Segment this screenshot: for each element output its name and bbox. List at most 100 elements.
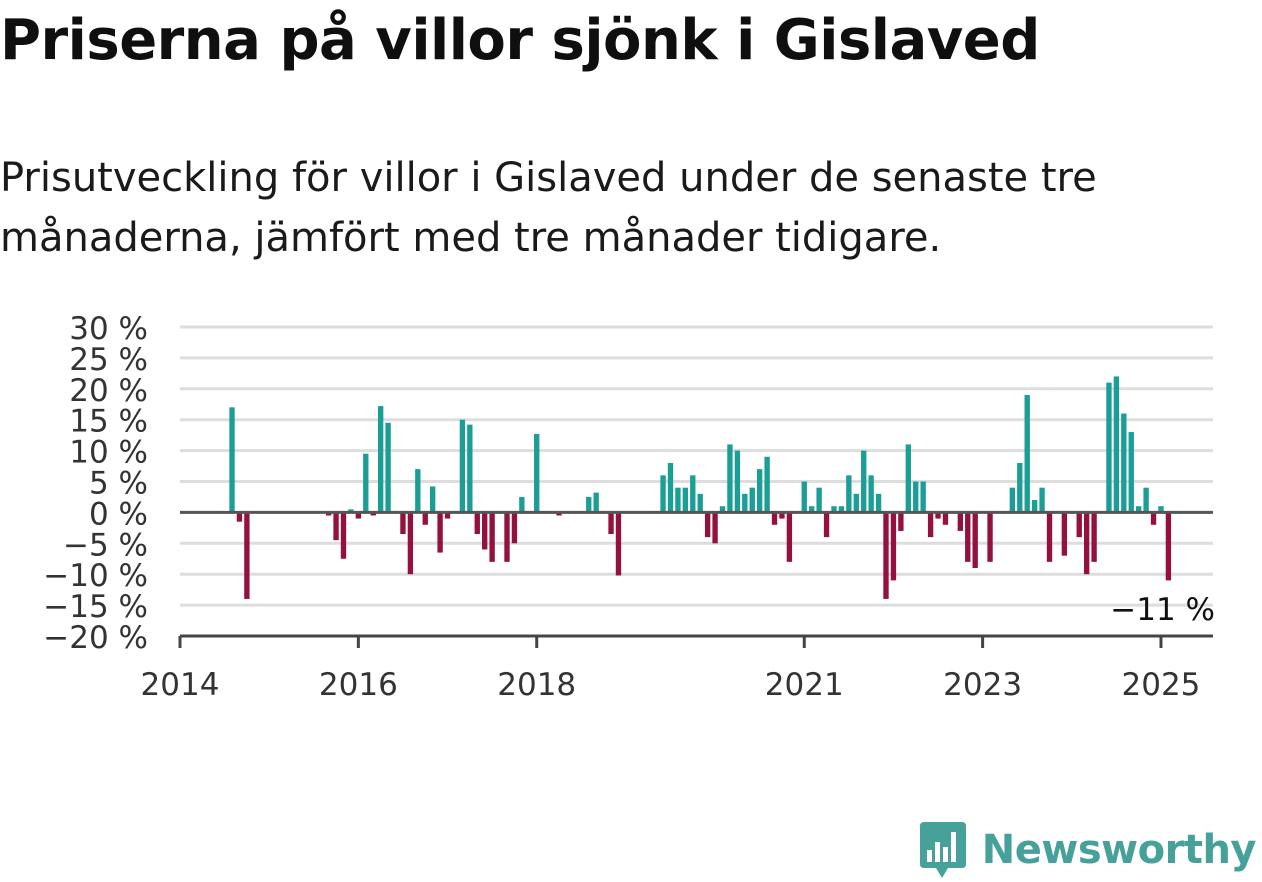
bar-2020-10 xyxy=(779,512,785,519)
bar-2019-11 xyxy=(697,493,703,513)
bar-2014-08 xyxy=(229,407,235,513)
bar-2019-07 xyxy=(667,462,674,513)
page-subtitle: Prisutveckling för villor i Gislaved und… xyxy=(0,155,1097,261)
bar-2021-02 xyxy=(809,506,815,513)
y-tick-label: −5 % xyxy=(63,527,148,563)
bar-2018-12 xyxy=(615,512,622,576)
bar-2021-10 xyxy=(868,475,874,513)
bar-2017-06 xyxy=(482,512,488,550)
bar-2016-10 xyxy=(422,512,428,525)
bar-2025-01 xyxy=(1158,506,1164,513)
y-tick-label: 0 % xyxy=(89,496,148,532)
y-tick-label: 20 % xyxy=(69,373,148,409)
x-tick-label: 2021 xyxy=(765,667,844,703)
bar-2017-01 xyxy=(444,512,451,519)
bar-2023-08 xyxy=(1031,500,1038,513)
bar-2022-07 xyxy=(935,512,941,519)
bar-2022-05 xyxy=(920,481,926,513)
bar-2023-07 xyxy=(1024,394,1030,513)
bar-2020-05 xyxy=(742,493,748,513)
brand-name: Newsworthy xyxy=(981,827,1257,873)
y-tick-label: 10 % xyxy=(69,435,148,471)
bar-2017-11 xyxy=(519,496,525,513)
x-tick-label: 2016 xyxy=(319,667,398,703)
bar-2022-12 xyxy=(972,512,978,569)
bar-2017-09 xyxy=(504,512,510,562)
bar-2015-11 xyxy=(340,512,347,559)
y-tick-label: 30 % xyxy=(69,311,148,347)
bar-2021-08 xyxy=(853,493,859,513)
axes xyxy=(180,510,1213,638)
y-tick-label: −15 % xyxy=(43,589,148,625)
newsworthy-logo: Newsworthy xyxy=(918,818,1257,882)
bar-2022-03 xyxy=(905,444,911,513)
bar-2016-12 xyxy=(437,512,443,553)
bar-2024-03 xyxy=(1083,512,1090,575)
bar-2022-04 xyxy=(913,481,919,513)
bar-2024-11 xyxy=(1143,487,1149,513)
y-tick-label: 5 % xyxy=(89,466,148,502)
bar-2024-07 xyxy=(1113,376,1120,513)
bar-chart-speech-bubble-icon xyxy=(919,822,966,878)
bar-2019-06 xyxy=(660,475,666,513)
bar-2016-04 xyxy=(377,406,384,513)
bar-2024-12 xyxy=(1150,512,1157,525)
bar-2016-02 xyxy=(363,453,369,513)
page-title: Priserna på villor sjönk i Gislaved xyxy=(0,8,1040,73)
bar-2016-11 xyxy=(430,486,436,513)
bar-2015-09 xyxy=(325,512,332,516)
bar-2018-11 xyxy=(608,512,614,535)
bar-2015-10 xyxy=(333,512,339,541)
bar-2021-09 xyxy=(861,450,867,513)
bar-2019-09 xyxy=(682,487,689,513)
bar-2022-02 xyxy=(898,512,904,531)
bar-2023-10 xyxy=(1046,512,1053,562)
bar-2024-06 xyxy=(1106,382,1112,513)
y-tick-label: −20 % xyxy=(43,620,148,656)
last-value-annotation: −11 % xyxy=(1110,592,1215,628)
bar-2025-02 xyxy=(1165,512,1172,581)
bar-2020-11 xyxy=(786,512,793,562)
bar-2014-09 xyxy=(236,512,243,522)
bar-2018-09 xyxy=(593,492,599,513)
bar-2019-10 xyxy=(690,475,696,513)
x-tick-label: 2018 xyxy=(497,667,576,703)
bar-2020-01 xyxy=(712,512,718,544)
bar-2018-04 xyxy=(556,512,562,516)
bar-2022-10 xyxy=(957,512,963,531)
bar-2020-03 xyxy=(727,444,733,513)
bar-2019-08 xyxy=(675,487,681,513)
bar-2018-08 xyxy=(586,496,592,513)
bar-2021-04 xyxy=(823,512,830,538)
bar-2023-05 xyxy=(1009,487,1016,513)
bar-2016-08 xyxy=(407,512,414,575)
bar-2018-01 xyxy=(534,433,540,513)
y-tick-label: 25 % xyxy=(69,342,148,378)
grid-lines xyxy=(180,325,1213,607)
bar-2017-07 xyxy=(489,512,495,562)
bar-2015-12 xyxy=(348,509,354,513)
bar-2020-08 xyxy=(764,456,770,513)
bar-2023-09 xyxy=(1039,487,1045,513)
bar-2019-12 xyxy=(704,512,711,538)
bar-2016-03 xyxy=(370,512,376,516)
x-tick-label: 2025 xyxy=(1122,667,1201,703)
bar-2024-10 xyxy=(1136,506,1142,513)
bar-2021-06 xyxy=(838,506,845,513)
bar-2016-05 xyxy=(385,422,391,513)
bar-2024-09 xyxy=(1128,432,1134,513)
bar-2020-02 xyxy=(719,506,726,513)
x-tick-label: 2023 xyxy=(943,667,1022,703)
bar-2024-04 xyxy=(1091,512,1097,562)
bar-2023-02 xyxy=(987,512,993,562)
bar-2022-11 xyxy=(965,512,971,562)
bar-2020-06 xyxy=(749,487,755,513)
bar-2017-05 xyxy=(474,512,480,535)
bar-2017-04 xyxy=(467,424,473,513)
bar-2016-09 xyxy=(415,469,421,513)
bar-2023-06 xyxy=(1017,462,1023,513)
bar-2021-12 xyxy=(883,512,889,599)
bar-2016-07 xyxy=(400,512,406,535)
x-axis-tick-labels: 2014 2016 2018 2021 2023 2025 xyxy=(141,636,1201,703)
